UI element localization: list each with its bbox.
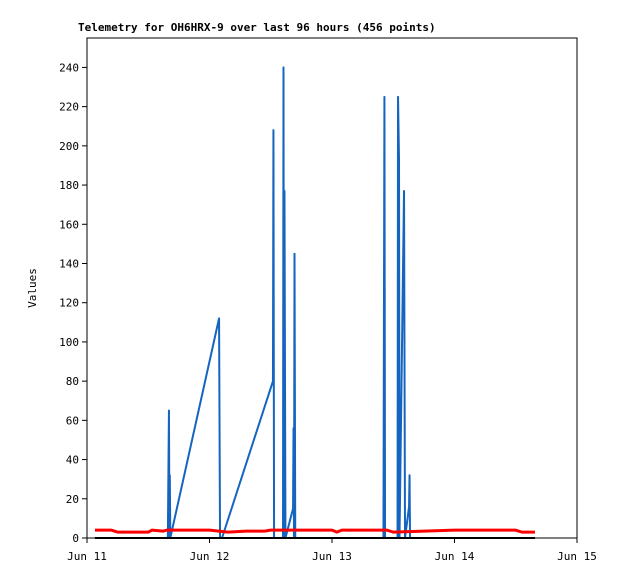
plot-frame [86, 37, 578, 539]
series-line [94, 528, 535, 534]
series-line [166, 66, 412, 539]
y-axis-label: Values [26, 268, 39, 308]
y-tick-label: 160 [59, 218, 79, 231]
y-tick-label: 80 [66, 375, 79, 388]
y-tick-label: 0 [72, 532, 79, 545]
y-tick-label: 100 [59, 336, 79, 349]
y-tick-label: 220 [59, 101, 79, 114]
chart-title: Telemetry for OH6HRX-9 over last 96 hour… [78, 21, 436, 34]
x-tick-label: Jun 11 [67, 550, 107, 563]
x-tick-label: Jun 12 [190, 550, 230, 563]
x-tick-label: Jun 13 [312, 550, 352, 563]
y-tick-label: 20 [66, 493, 79, 506]
y-tick-label: 200 [59, 140, 79, 153]
y-tick-label: 240 [59, 61, 79, 74]
y-tick-label: 140 [59, 257, 79, 270]
y-tick-label: 60 [66, 414, 79, 427]
y-tick-label: 120 [59, 297, 79, 310]
x-tick-label: Jun 15 [557, 550, 597, 563]
x-tick-label: Jun 14 [435, 550, 475, 563]
y-tick-label: 40 [66, 454, 79, 467]
y-tick-label: 180 [59, 179, 79, 192]
